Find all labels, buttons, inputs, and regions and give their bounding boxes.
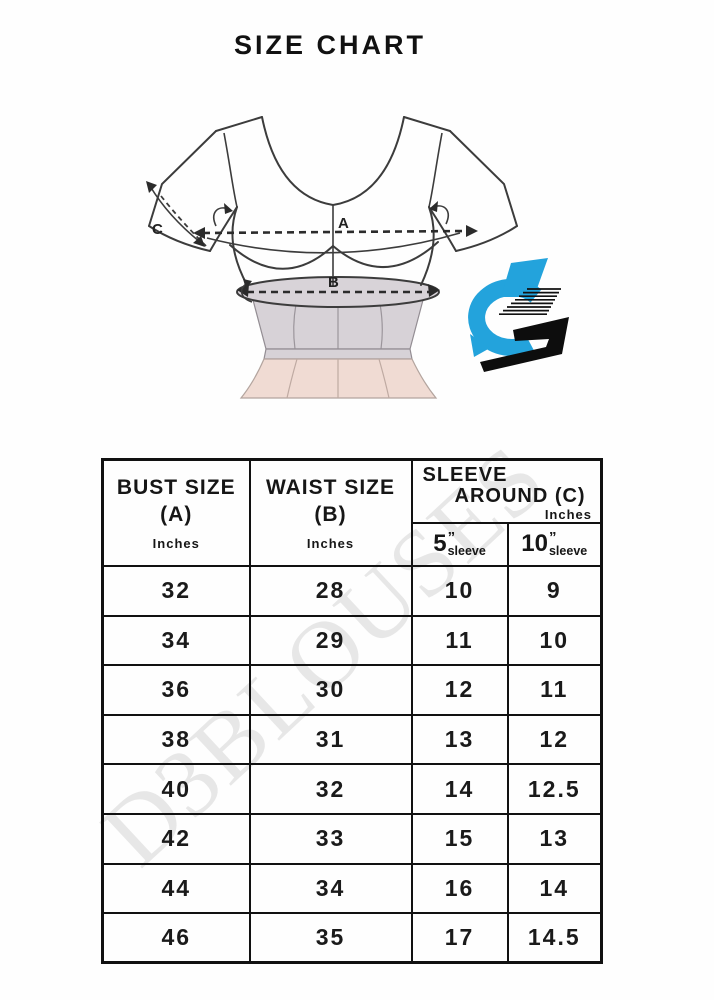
sleeve-10-num: 10 bbox=[521, 529, 548, 557]
cell-sleeve10: 9 bbox=[506, 565, 603, 617]
cell-bust: 42 bbox=[101, 812, 251, 865]
sleeve-measure-line: C bbox=[146, 181, 207, 247]
sleeve-5-word: sleeve bbox=[447, 543, 486, 558]
table-row: 46 35 17 14.5 bbox=[101, 912, 603, 964]
cell-sleeve5: 13 bbox=[410, 713, 509, 766]
cell-sleeve10: 13 bbox=[506, 812, 603, 865]
mannequin-lower-body bbox=[239, 299, 438, 399]
d3-logo bbox=[468, 258, 569, 372]
bust-unit: Inches bbox=[152, 535, 200, 551]
label-a: A bbox=[338, 215, 349, 232]
cell-sleeve5: 12 bbox=[410, 664, 509, 716]
cell-sleeve10: 11 bbox=[506, 664, 603, 716]
blouse-outline bbox=[148, 116, 518, 287]
cell-bust: 40 bbox=[101, 763, 251, 815]
bust-measure-line: A bbox=[193, 201, 478, 239]
logo-d-tail bbox=[470, 334, 490, 357]
cell-sleeve10: 14.5 bbox=[506, 912, 603, 964]
label-c: C bbox=[152, 221, 163, 238]
sleeve-title-1: SLEEVE bbox=[422, 464, 508, 486]
header-bust: BUST SIZE (A) Inches bbox=[101, 458, 251, 567]
header-sleeve-10: 10 ” sleeve bbox=[506, 522, 603, 567]
waist-sub: (B) bbox=[314, 502, 347, 526]
cell-waist: 29 bbox=[248, 614, 413, 667]
cell-sleeve5: 15 bbox=[410, 812, 509, 865]
header-waist: WAIST SIZE (B) Inches bbox=[248, 458, 413, 567]
bust-title: BUST SIZE bbox=[116, 476, 236, 500]
cell-waist: 33 bbox=[248, 812, 413, 865]
cell-sleeve5: 17 bbox=[410, 912, 509, 964]
blouse-measurement-diagram: A B C bbox=[146, 116, 569, 399]
table-row: 34 29 11 10 bbox=[101, 614, 603, 667]
sleeve-5-num: 5 bbox=[433, 529, 447, 557]
table-row: 36 30 12 11 bbox=[101, 664, 603, 716]
header-sleeve: SLEEVE AROUND (C) Inches bbox=[410, 458, 603, 524]
cell-sleeve10: 14 bbox=[506, 862, 603, 915]
cell-bust: 36 bbox=[101, 664, 251, 716]
cell-bust: 34 bbox=[101, 614, 251, 667]
cell-bust: 38 bbox=[101, 713, 251, 766]
table-row: 32 28 10 9 bbox=[101, 565, 603, 617]
waist-measure-line: B bbox=[237, 274, 440, 303]
sleeve-5-quote: ” bbox=[447, 528, 456, 546]
sleeve-unit: Inches bbox=[544, 507, 592, 522]
table-row: 40 32 14 12.5 bbox=[101, 763, 603, 815]
sleeve-title-2: AROUND (C) bbox=[454, 485, 586, 507]
cell-sleeve10: 12 bbox=[506, 713, 603, 766]
page-title: SIZE CHART bbox=[234, 30, 426, 60]
cell-sleeve5: 16 bbox=[410, 862, 509, 915]
cell-waist: 30 bbox=[248, 664, 413, 716]
waist-unit: Inches bbox=[306, 535, 355, 551]
cell-waist: 35 bbox=[248, 912, 413, 964]
cell-sleeve10: 10 bbox=[506, 614, 603, 667]
cell-waist: 31 bbox=[248, 713, 413, 766]
cell-waist: 32 bbox=[248, 763, 413, 815]
cell-bust: 32 bbox=[101, 565, 251, 617]
table-row: 44 34 16 14 bbox=[101, 862, 603, 915]
cell-sleeve10: 12.5 bbox=[506, 763, 603, 815]
cell-sleeve5: 10 bbox=[410, 565, 509, 617]
header-sleeve-5: 5 ” sleeve bbox=[410, 522, 509, 567]
cell-waist: 34 bbox=[248, 862, 413, 915]
cell-bust: 44 bbox=[101, 862, 251, 915]
table-row: 42 33 15 13 bbox=[101, 812, 603, 865]
sleeve-10-quote: ” bbox=[548, 528, 557, 546]
cell-bust: 46 bbox=[101, 912, 251, 964]
speed-lines-icon bbox=[499, 288, 561, 316]
logo-s-black bbox=[480, 317, 569, 372]
label-b: B bbox=[328, 274, 339, 291]
waist-title: WAIST SIZE bbox=[265, 476, 395, 500]
bust-sub: (A) bbox=[160, 502, 193, 526]
size-table: BUST SIZE (A) Inches WAIST SIZE (B) Inch… bbox=[101, 458, 603, 965]
cell-sleeve5: 14 bbox=[410, 763, 509, 815]
cell-waist: 28 bbox=[248, 565, 413, 617]
sleeve-10-word: sleeve bbox=[548, 543, 588, 558]
table-row: 38 31 13 12 bbox=[101, 713, 603, 766]
cell-sleeve5: 11 bbox=[410, 614, 509, 667]
logo-d-ascender bbox=[501, 258, 548, 297]
